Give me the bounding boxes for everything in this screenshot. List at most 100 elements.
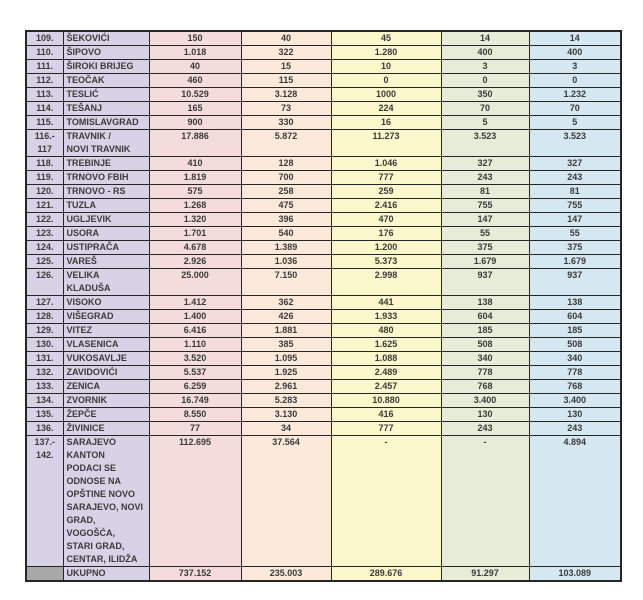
municipality-table: 109. ŠEKOVIĆI 150 40 45 14 14 110. ŠIPOVO 1.018 32… [25,30,622,582]
value-cell: 258 [240,184,332,199]
value-cell: 3.523 [528,129,622,157]
municipality-name-cell: VAREŠ [62,254,150,269]
total-label-cell: UKUPNO [62,566,150,582]
value-cell: 330 [240,115,332,130]
row-number-cell: 132. [25,365,64,380]
value-cell: 130 [528,407,622,422]
municipality-name-cell: TREBINJE [62,156,150,171]
value-cell: 2.926 [148,254,242,269]
value-cell: 81 [440,184,530,199]
value-cell: 1.088 [330,351,442,366]
table-row: 123. USORA 1.701 540 176 55 55 [25,226,622,241]
row-number-cell: 121. [25,198,64,213]
value-cell: 2.489 [330,365,442,380]
value-cell: 130 [440,407,530,422]
value-cell: 5 [528,115,622,130]
value-cell: 224 [330,101,442,116]
value-cell: 1.400 [148,309,242,324]
value-cell: 10 [330,59,442,74]
row-number-cell: 122. [25,212,64,227]
table-row: 135. ŽEPČE 8.550 3.130 416 130 130 [25,407,622,422]
value-cell: 115 [240,73,332,88]
value-cell: 2.416 [330,198,442,213]
value-cell: 1.933 [330,309,442,324]
value-cell: 1.625 [330,337,442,352]
value-cell: 1.679 [440,254,530,269]
value-cell: 460 [148,73,242,88]
municipality-name-cell: ŽEPČE [62,407,150,422]
table-row: 116.- 117 TRAVNIK / NOVI TRAVNIK 17.886 5.8… [25,129,622,157]
row-number-cell: 126. [25,268,64,296]
value-cell: 243 [440,421,530,436]
value-cell: 1.200 [330,240,442,255]
value-cell: 1.110 [148,337,242,352]
value-cell: 768 [440,379,530,394]
value-cell: 1.018 [148,45,242,60]
value-cell: 777 [330,170,442,185]
value-cell: 128 [240,156,332,171]
value-cell: 11.273 [330,129,442,157]
table-row: 132. ZAVIDOVIĆI 5.537 1.925 2.489 778 778 [25,365,622,380]
table-row: 112. TEOČAK 460 115 0 0 0 [25,73,622,88]
value-cell: 103.089 [528,566,622,582]
row-number-cell: 137.- 142. [25,435,64,567]
row-number-cell: 119. [25,170,64,185]
municipality-name-cell: USORA [62,226,150,241]
value-cell: 768 [528,379,622,394]
table-row: 126. VELIKA KLADUŠA 25.000 7.150 2.998 937 937 [25,268,622,296]
value-cell: 400 [440,45,530,60]
value-cell: 73 [240,101,332,116]
table-row: 109. ŠEKOVIĆI 150 40 45 14 14 [25,30,622,46]
value-cell: 40 [240,30,332,46]
row-number-cell: 112. [25,73,64,88]
value-cell: 470 [330,212,442,227]
table-row: 114. TEŠANJ 165 73 224 70 70 [25,101,622,116]
value-cell: 70 [528,101,622,116]
value-cell: 91.297 [440,566,530,582]
value-cell: 340 [440,351,530,366]
municipality-name-cell: TESLIĆ [62,87,150,102]
value-cell: 737.152 [148,566,242,582]
row-number-cell: 135. [25,407,64,422]
value-cell: 5.373 [330,254,442,269]
value-cell: 1.925 [240,365,332,380]
value-cell: 289.676 [330,566,442,582]
municipality-name-cell: TRNOVO FBIH [62,170,150,185]
row-number-cell: 120. [25,184,64,199]
table-row: 131. VUKOSAVLJE 3.520 1.095 1.088 340 340 [25,351,622,366]
row-number-cell: 111. [25,59,64,74]
value-cell: 540 [240,226,332,241]
value-cell: 327 [528,156,622,171]
value-cell: 426 [240,309,332,324]
value-cell: 375 [528,240,622,255]
value-cell: 138 [528,295,622,310]
value-cell: 1.046 [330,156,442,171]
row-number-cell: 131. [25,351,64,366]
table-row: 137.- 142. SARAJEVO KANTON PODACI SE ODNO… [25,435,622,567]
row-number-cell: 136. [25,421,64,436]
value-cell: 5.537 [148,365,242,380]
value-cell: 777 [330,421,442,436]
row-number-cell: 113. [25,87,64,102]
row-number-cell: 125. [25,254,64,269]
row-number-cell: 134. [25,393,64,408]
municipality-name-cell: USTIPRAČA [62,240,150,255]
table-row: 122. UGLJEVIK 1.320 396 470 147 147 [25,212,622,227]
value-cell: 243 [528,170,622,185]
value-cell: 1.389 [240,240,332,255]
value-cell: 1.412 [148,295,242,310]
value-cell: 937 [440,268,530,296]
municipality-name-cell: TRAVNIK / NOVI TRAVNIK [62,129,150,157]
municipality-name-cell: TRNOVO - RS [62,184,150,199]
value-cell: 45 [330,30,442,46]
table-row: 115. TOMISLAVGRAD 900 330 16 5 5 [25,115,622,130]
value-cell: 17.886 [148,129,242,157]
value-cell: 14 [440,30,530,46]
value-cell: 0 [440,73,530,88]
municipality-name-cell: ZENICA [62,379,150,394]
value-cell: 385 [240,337,332,352]
value-cell: - [440,435,530,567]
municipality-name-cell: TEŠANJ [62,101,150,116]
table-row: 113. TESLIĆ 10.529 3.128 1000 350 1.232 [25,87,622,102]
value-cell: 150 [148,30,242,46]
